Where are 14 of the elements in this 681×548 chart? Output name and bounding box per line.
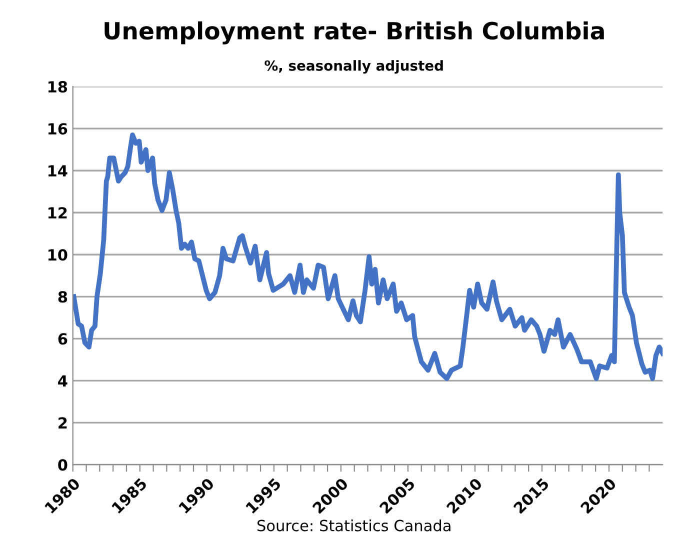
- chart-subtitle: %, seasonally adjusted: [264, 60, 443, 74]
- y-tick-label: 8: [58, 291, 68, 303]
- y-tick-label: 4: [58, 375, 68, 386]
- y-tick-label: 18: [48, 81, 68, 93]
- y-tick-label: 2: [58, 417, 67, 428]
- chart-title: Unemployment rate- British Columbia: [104, 21, 604, 44]
- y-tick-label: 6: [58, 333, 68, 345]
- y-tick-label: 16: [48, 123, 68, 135]
- y-tick-label: 10: [48, 249, 68, 261]
- source-note: Source: Statistics Canada: [257, 520, 450, 532]
- y-tick-label: 0: [58, 459, 68, 471]
- y-tick-label: 14: [48, 165, 68, 176]
- line-series: [72, 132, 663, 382]
- y-tick-label: 12: [48, 207, 67, 218]
